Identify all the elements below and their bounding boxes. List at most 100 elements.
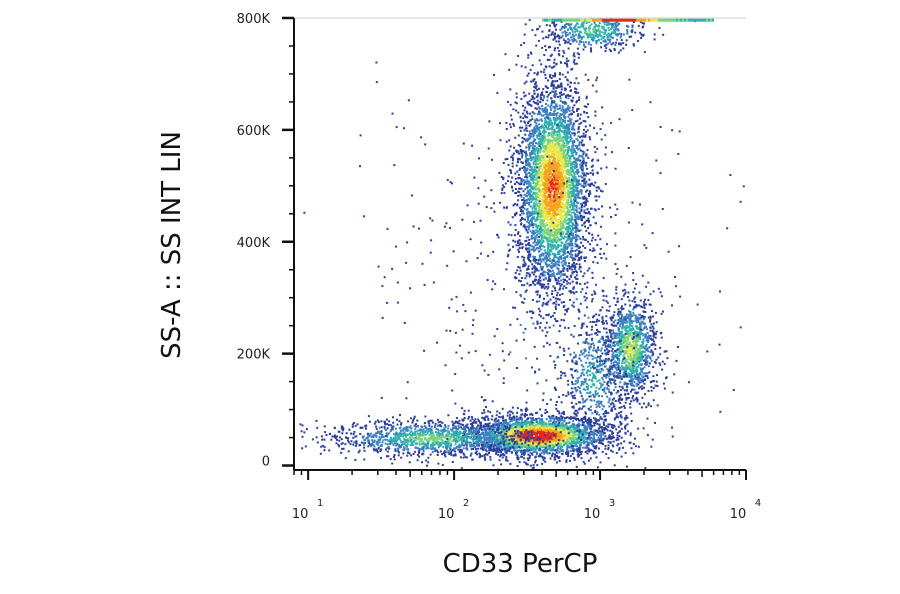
event-point [554,149,557,152]
event-point [367,445,370,448]
event-point [616,434,619,437]
event-point [568,160,570,163]
event-point [476,443,479,446]
event-point [463,444,466,447]
event-point [505,430,508,433]
event-point [566,192,569,195]
event-point [433,436,436,439]
event-point [462,456,465,459]
event-point [427,430,430,433]
event-point [439,423,442,426]
event-point [532,436,535,439]
event-point [601,439,604,442]
event-point [606,429,609,432]
event-point [587,422,590,425]
event-point [532,464,535,467]
event-point [530,235,533,237]
event-point [518,446,521,448]
event-point [568,113,571,116]
event-point [599,434,602,437]
event-point [604,447,607,450]
event-point [341,442,344,445]
event-point [376,451,379,454]
event-point [446,444,449,447]
event-point [531,418,534,421]
event-point [509,440,512,443]
event-point [476,439,479,442]
event-point [500,428,503,431]
event-point [570,440,573,443]
event-point [430,434,433,437]
event-point [515,415,518,418]
event-point [555,421,558,423]
event-point [576,433,579,436]
event-point [466,433,468,435]
event-point [463,430,465,433]
event-point [532,149,535,152]
event-point [509,126,512,129]
event-point [536,152,539,155]
event-point [570,438,573,441]
event-point [531,453,534,456]
event-point [495,417,498,420]
event-point [354,444,357,447]
event-point [458,419,461,422]
event-point [346,439,349,442]
event-point [510,438,513,441]
event-point [580,217,583,220]
event-point [608,423,611,426]
event-point [572,427,575,429]
event-point [539,408,542,411]
event-point [508,450,511,453]
event-point [566,177,569,180]
event-point [526,422,529,425]
event-point [671,426,673,429]
event-point [459,432,462,435]
event-point [401,443,404,446]
event-point [418,437,421,440]
event-point [568,425,571,428]
event-point [441,428,444,431]
event-point [615,439,618,442]
event-point [423,442,425,445]
event-point [390,441,393,444]
event-point [523,95,526,98]
event-point [381,441,384,444]
event-point [485,453,487,456]
event-point [412,453,415,455]
event-point [542,438,545,441]
event-point [441,442,444,445]
event-point [510,440,513,443]
event-point [526,182,529,185]
event-point [588,420,591,423]
event-point [498,459,501,462]
event-point [495,423,498,426]
event-point [533,283,536,286]
event-point [527,441,529,444]
event-point [559,448,562,450]
event-point [470,448,473,451]
event-point [566,136,568,139]
event-point [548,252,551,255]
event-point [426,432,429,435]
event-point [560,435,563,438]
event-point [499,435,502,438]
event-point [449,437,452,440]
event-point [427,441,430,444]
event-point [554,432,557,435]
event-point [519,206,521,209]
event-point [555,439,558,442]
event-point [427,443,430,446]
event-point [541,189,544,192]
event-point [535,412,537,414]
event-point [568,446,571,449]
event-point [431,451,434,453]
event-point [551,443,553,446]
event-point [560,122,563,125]
event-point [583,426,586,429]
event-point [439,450,442,453]
event-point [453,434,456,436]
event-point [353,430,356,433]
event-point [573,445,576,447]
event-point [525,248,528,251]
